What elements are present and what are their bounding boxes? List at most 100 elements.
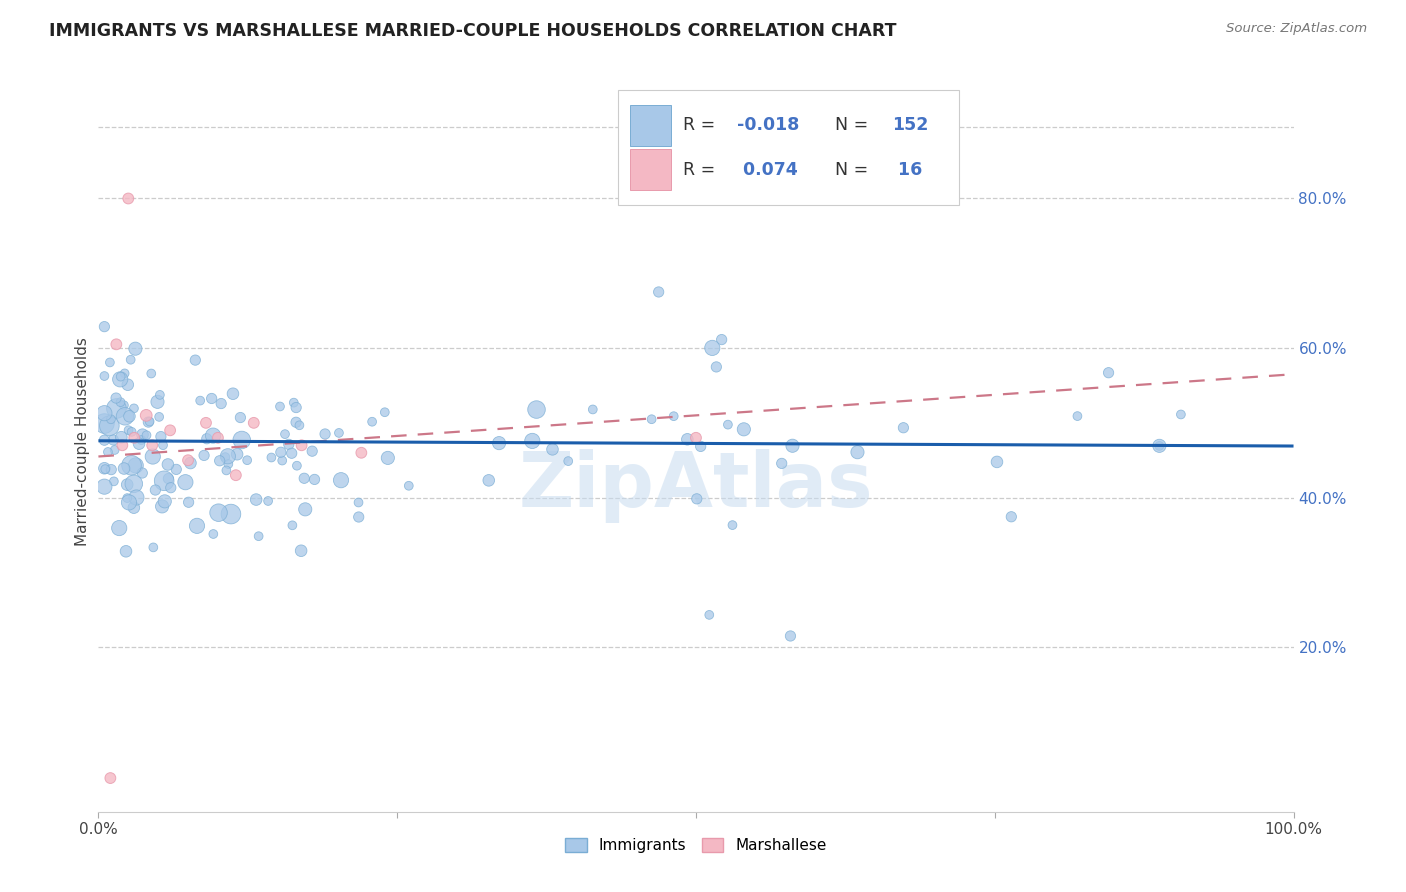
Point xyxy=(717,417,740,432)
Point xyxy=(229,410,252,425)
Point xyxy=(557,454,579,468)
Point xyxy=(149,388,172,402)
Point xyxy=(112,461,135,475)
Bar xyxy=(630,150,671,190)
Point xyxy=(93,319,115,334)
Point xyxy=(110,395,132,409)
Point xyxy=(153,474,176,488)
Point xyxy=(207,506,229,520)
Point xyxy=(219,507,242,521)
Point xyxy=(93,406,115,420)
Point xyxy=(1066,409,1088,423)
Point xyxy=(236,453,259,467)
Point xyxy=(281,518,304,533)
Point xyxy=(225,468,247,483)
Point xyxy=(157,472,180,486)
Point xyxy=(361,415,384,429)
Point xyxy=(283,395,305,409)
Text: IMMIGRANTS VS MARSHALLESE MARRIED-COUPLE HOUSEHOLDS CORRELATION CHART: IMMIGRANTS VS MARSHALLESE MARRIED-COUPLE… xyxy=(49,22,897,40)
Text: 16: 16 xyxy=(891,161,922,178)
Point xyxy=(93,433,115,447)
Point xyxy=(277,437,299,451)
Point xyxy=(685,431,707,445)
Point xyxy=(217,457,239,471)
Point xyxy=(288,418,311,433)
FancyBboxPatch shape xyxy=(619,90,959,204)
Point xyxy=(159,481,181,495)
Point xyxy=(245,492,267,507)
Point xyxy=(377,450,399,465)
Point xyxy=(110,430,132,444)
Text: 0.074: 0.074 xyxy=(737,161,797,178)
Point xyxy=(330,473,353,487)
Point xyxy=(541,442,564,457)
Point xyxy=(141,438,163,452)
Point xyxy=(114,409,136,424)
Point xyxy=(782,439,804,453)
Point xyxy=(986,455,1008,469)
Point xyxy=(676,433,699,447)
Point xyxy=(105,391,128,405)
Point xyxy=(152,438,174,452)
Point xyxy=(226,447,249,461)
Point xyxy=(231,433,253,447)
Point xyxy=(124,342,146,356)
Point xyxy=(94,462,117,476)
Point xyxy=(177,495,200,509)
Point xyxy=(285,458,308,473)
Point xyxy=(280,446,302,460)
Point xyxy=(128,436,150,450)
Point xyxy=(202,527,225,541)
Text: -0.018: -0.018 xyxy=(737,117,799,135)
Point xyxy=(98,355,121,369)
Point xyxy=(721,518,744,533)
Point xyxy=(294,502,316,516)
Point xyxy=(285,401,308,415)
Point xyxy=(733,422,755,436)
Point xyxy=(142,450,165,464)
Point xyxy=(209,396,232,410)
Point xyxy=(640,412,662,426)
Point xyxy=(115,544,138,558)
Point xyxy=(112,398,135,412)
Point xyxy=(662,409,685,424)
Point xyxy=(702,341,724,355)
Point xyxy=(145,483,167,497)
Point xyxy=(350,446,373,460)
Point xyxy=(100,412,122,426)
Point xyxy=(93,369,115,384)
Point xyxy=(290,543,312,558)
Point xyxy=(153,494,176,508)
Point xyxy=(103,433,125,447)
Point xyxy=(174,475,197,490)
Point xyxy=(118,495,141,509)
Point xyxy=(115,477,138,491)
Point xyxy=(304,472,326,486)
Point xyxy=(1000,509,1022,524)
Point xyxy=(141,367,163,381)
Point xyxy=(135,409,157,423)
Point xyxy=(347,510,370,524)
Point xyxy=(347,495,370,509)
Point xyxy=(893,421,915,435)
Point xyxy=(201,392,224,406)
Point xyxy=(179,456,201,470)
Point xyxy=(285,415,308,429)
Point xyxy=(108,521,131,535)
Point xyxy=(770,457,793,471)
Point xyxy=(93,461,115,475)
Point xyxy=(122,476,145,491)
Point xyxy=(647,285,669,299)
Point xyxy=(138,415,160,429)
Bar xyxy=(630,105,671,145)
Point xyxy=(686,491,709,506)
Point xyxy=(779,629,801,643)
Point xyxy=(111,438,134,452)
Point xyxy=(1149,439,1171,453)
Point xyxy=(138,415,160,429)
Point xyxy=(117,491,139,505)
Point xyxy=(125,458,148,473)
Point xyxy=(131,433,153,447)
Point xyxy=(125,491,148,505)
Point xyxy=(188,393,211,408)
